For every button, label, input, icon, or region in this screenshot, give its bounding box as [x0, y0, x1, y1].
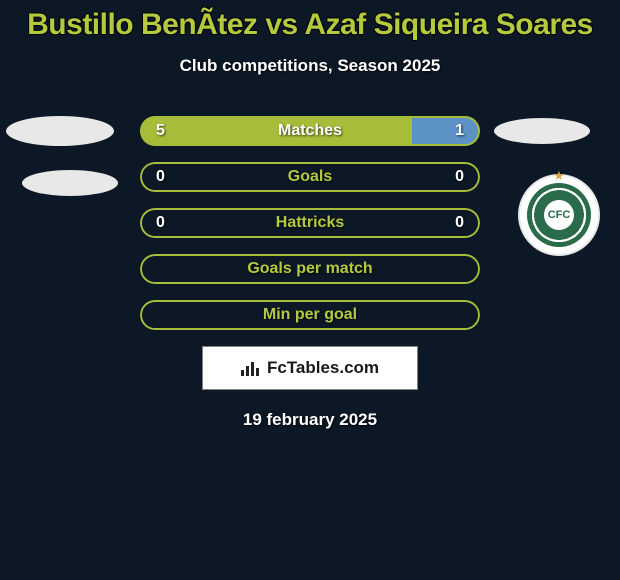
- stat-label: Matches: [278, 122, 342, 140]
- stat-row: Min per goal: [140, 300, 480, 330]
- left-player-badge-2: [22, 170, 118, 196]
- bar-fill-left: [140, 116, 412, 146]
- stat-row: 5 1 Matches: [140, 116, 480, 146]
- bar-fill-right: [412, 116, 480, 146]
- comparison-area: ★ CFC 5 1 Matches 0 0 Goals 0 0 Hattricks Goals p…: [0, 116, 620, 430]
- stat-label: Goals: [288, 168, 332, 186]
- watermark-box: FcTables.com: [202, 346, 418, 390]
- stat-row: 0 0 Hattricks: [140, 208, 480, 238]
- stat-bars: 5 1 Matches 0 0 Goals 0 0 Hattricks Goals per mat…: [140, 116, 480, 330]
- stat-value-right: 0: [455, 214, 464, 232]
- stat-value-left: 5: [156, 122, 165, 140]
- chart-icon: [241, 360, 261, 376]
- stat-value-right: 1: [455, 122, 464, 140]
- stat-value-left: 0: [156, 168, 165, 186]
- stat-row: 0 0 Goals: [140, 162, 480, 192]
- stat-label: Hattricks: [276, 214, 344, 232]
- left-player-badge-1: [6, 116, 114, 146]
- club-abbrev: CFC: [544, 200, 574, 230]
- comparison-title: Bustillo BenÃ­tez vs Azaf Siqueira Soare…: [0, 8, 620, 42]
- stat-label: Goals per match: [247, 260, 372, 278]
- club-crest: CFC: [527, 183, 591, 247]
- watermark-text: FcTables.com: [267, 358, 379, 378]
- comparison-subtitle: Club competitions, Season 2025: [0, 56, 620, 76]
- stat-value-right: 0: [455, 168, 464, 186]
- date-text: 19 february 2025: [0, 410, 620, 430]
- stat-label: Min per goal: [263, 306, 357, 324]
- stat-row: Goals per match: [140, 254, 480, 284]
- right-player-badge-1: [494, 118, 590, 144]
- right-club-logo: ★ CFC: [518, 174, 600, 256]
- star-icon: ★: [553, 168, 565, 184]
- infographic-container: Bustillo BenÃ­tez vs Azaf Siqueira Soare…: [0, 0, 620, 430]
- stat-value-left: 0: [156, 214, 165, 232]
